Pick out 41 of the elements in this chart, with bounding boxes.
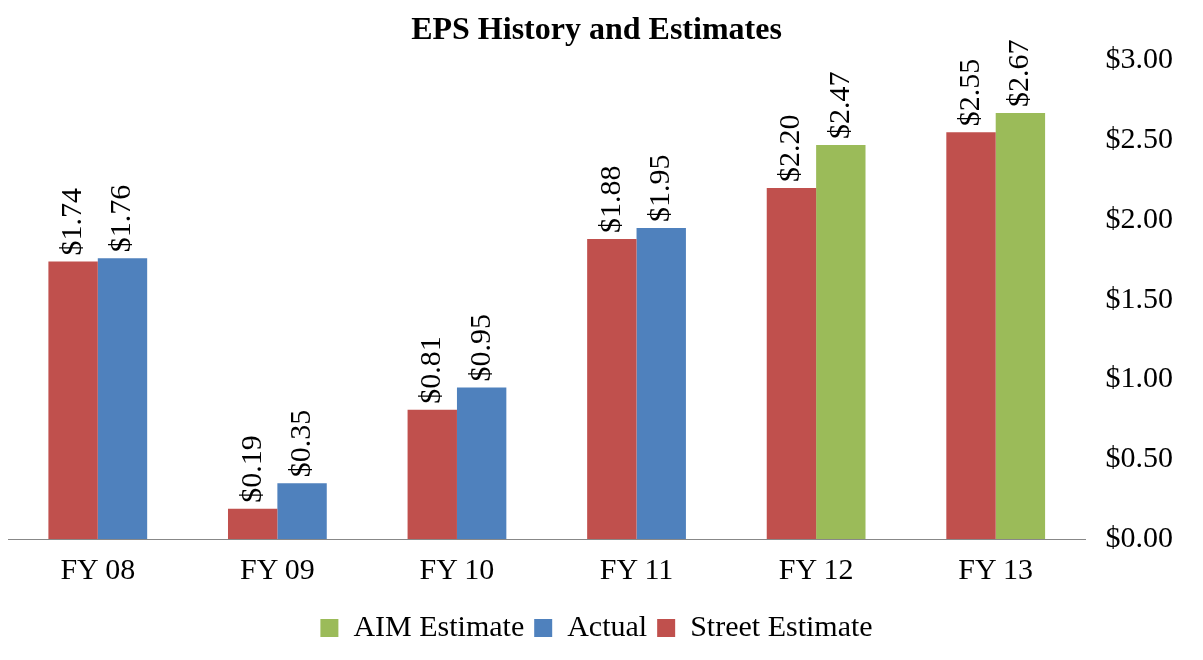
x-tick-label: FY 08 (60, 551, 136, 585)
data-label: $2.55 (951, 58, 985, 127)
y-tick-label: $1.50 (1105, 280, 1173, 314)
data-label: $2.20 (772, 114, 806, 183)
data-label: $0.95 (462, 313, 496, 382)
bar (946, 132, 996, 539)
bar (407, 409, 457, 539)
data-label: $0.19 (233, 435, 267, 503)
y-tick-label: $0.50 (1105, 440, 1173, 474)
data-label: $1.76 (103, 184, 137, 253)
y-tick-label: $0.00 (1105, 519, 1173, 553)
bar (227, 508, 278, 539)
legend-label: AIM Estimate (353, 608, 525, 642)
bar (587, 239, 637, 539)
data-label: $1.88 (592, 165, 626, 234)
bar (995, 113, 1046, 539)
x-tick-label: FY 12 (778, 551, 854, 585)
y-tick-label: $2.50 (1105, 121, 1173, 155)
x-tick-label: FY 11 (599, 551, 674, 585)
bar (277, 483, 327, 539)
data-label: $1.74 (53, 187, 87, 256)
y-tick-label: $2.00 (1105, 200, 1173, 234)
data-label: $2.67 (1001, 39, 1035, 108)
bar (816, 144, 866, 539)
data-label: $0.81 (413, 336, 447, 404)
bar (97, 258, 148, 539)
x-tick-label: FY 13 (958, 551, 1034, 585)
y-tick-label: $1.00 (1105, 360, 1173, 394)
bar (456, 387, 507, 539)
legend-label: Actual (567, 608, 648, 642)
data-label: $2.47 (821, 71, 855, 139)
x-tick-label: FY 10 (419, 551, 495, 585)
data-label: $0.35 (282, 409, 316, 478)
data-label: $1.95 (642, 154, 676, 222)
bar (636, 227, 686, 539)
chart-title: EPS History and Estimates (411, 10, 782, 47)
bar (48, 261, 98, 539)
legend-label: Street Estimate (690, 608, 873, 642)
y-tick-label: $3.00 (1105, 41, 1173, 75)
bar (766, 188, 817, 539)
x-tick-label: FY 09 (240, 551, 315, 585)
